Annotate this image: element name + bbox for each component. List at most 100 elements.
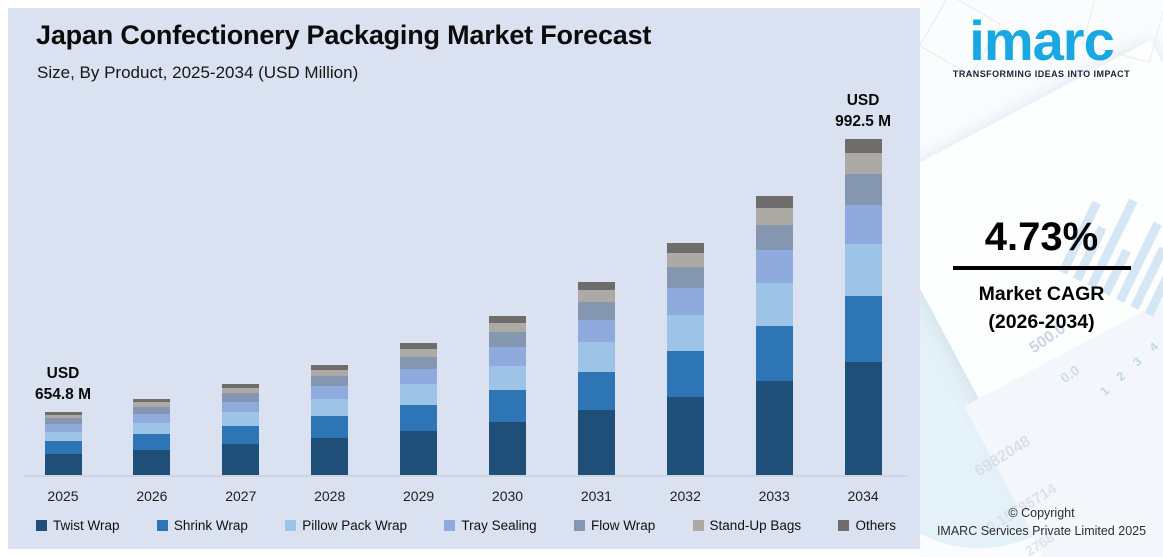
segment-pillow-pack-wrap xyxy=(133,422,171,435)
legend-item-flow-wrap: Flow Wrap xyxy=(573,518,656,533)
legend-label: Twist Wrap xyxy=(53,518,120,533)
page-subtitle: Size, By Product, 2025-2034 (USD Million… xyxy=(37,63,359,82)
x-tick-2029: 2029 xyxy=(403,488,435,504)
divider xyxy=(952,266,1131,270)
cagr-label-line1: Market CAGR xyxy=(978,283,1105,305)
stacked-bar-2028 xyxy=(311,365,349,475)
brand-panel: 500.0 0.0 1 2 3 4 6982048 0.15785714 276… xyxy=(920,0,1163,557)
segment-shrink-wrap xyxy=(44,441,82,454)
segment-stand-up-bags xyxy=(577,290,615,302)
stacked-bar-2030 xyxy=(489,316,526,475)
chart-legend: Twist Wrap Shrink Wrap Pillow Pack Wrap Tra… xyxy=(36,518,896,533)
segment-others xyxy=(666,243,704,253)
segment-tray-sealing xyxy=(44,424,82,432)
segment-shrink-wrap xyxy=(400,404,438,431)
stacked-bar-2034 xyxy=(844,139,882,475)
chart-panel: Japan Confectionery Packaging Market For… xyxy=(8,8,920,549)
segment-shrink-wrap xyxy=(666,351,704,398)
legend-item-twist-wrap: Twist Wrap xyxy=(36,518,120,533)
brand-tagline: TRANSFORMING IDEAS INTO IMPACT xyxy=(952,69,1131,80)
cagr-callout: 4.73% Market CAGR (2026-2034) xyxy=(920,215,1163,337)
segment-pillow-pack-wrap xyxy=(844,243,882,296)
segment-pillow-pack-wrap xyxy=(489,365,526,391)
segment-shrink-wrap xyxy=(844,295,882,363)
x-tick-2028: 2028 xyxy=(314,488,346,504)
x-tick-2030: 2030 xyxy=(491,488,524,504)
segment-tray-sealing xyxy=(222,401,260,413)
segment-pillow-pack-wrap xyxy=(577,342,615,373)
segment-flow-wrap xyxy=(844,173,882,205)
segment-twist-wrap xyxy=(489,421,526,475)
segment-others xyxy=(222,384,260,388)
segment-stand-up-bags xyxy=(311,369,349,377)
legend-swatch-icon xyxy=(36,520,47,531)
x-tick-2032: 2032 xyxy=(669,488,701,504)
legend-swatch-icon xyxy=(692,520,704,531)
segment-stand-up-bags xyxy=(222,387,260,394)
segment-stand-up-bags xyxy=(666,252,704,267)
segment-twist-wrap xyxy=(400,430,438,475)
x-tick-2026: 2026 xyxy=(136,488,168,504)
copyright-line1: © Copyright xyxy=(1008,505,1075,520)
segment-pillow-pack-wrap xyxy=(666,315,704,352)
segment-pillow-pack-wrap xyxy=(222,412,260,427)
stacked-bar-2031 xyxy=(577,282,615,475)
legend-swatch-icon xyxy=(444,520,456,531)
x-tick-2025: 2025 xyxy=(47,488,79,504)
legend-item-stand-up-bags: Stand-Up Bags xyxy=(692,518,802,533)
segment-tray-sealing xyxy=(844,204,882,244)
segment-shrink-wrap xyxy=(577,372,615,411)
segment-stand-up-bags xyxy=(489,322,526,333)
segment-pillow-pack-wrap xyxy=(44,431,82,442)
segment-shrink-wrap xyxy=(755,326,793,382)
segment-twist-wrap xyxy=(311,438,349,475)
stacked-bar-2029 xyxy=(400,343,438,475)
stacked-bar-chart: USD 654.8 M USD 992.5 M xyxy=(8,8,920,477)
legend-label: Pillow Pack Wrap xyxy=(302,518,407,533)
legend-label: Stand-Up Bags xyxy=(709,518,802,533)
segment-stand-up-bags xyxy=(844,153,882,174)
segment-others xyxy=(489,316,526,323)
segment-others xyxy=(755,196,793,208)
segment-shrink-wrap xyxy=(222,426,260,445)
stacked-bar-2025 xyxy=(44,412,82,475)
segment-stand-up-bags xyxy=(133,402,171,407)
segment-tray-sealing xyxy=(133,413,171,423)
segment-flow-wrap xyxy=(489,332,526,347)
segment-others xyxy=(133,399,171,403)
segment-pillow-pack-wrap xyxy=(400,384,438,405)
segment-stand-up-bags xyxy=(44,414,82,419)
segment-pillow-pack-wrap xyxy=(755,283,793,327)
cagr-label-line2: (2026-2034) xyxy=(988,311,1095,334)
segment-twist-wrap xyxy=(44,453,82,475)
page-title: Japan Confectionery Packaging Market For… xyxy=(36,20,652,50)
segment-shrink-wrap xyxy=(489,390,526,422)
segment-twist-wrap xyxy=(133,449,171,475)
segment-tray-sealing xyxy=(311,386,349,400)
segment-others xyxy=(44,412,82,415)
stacked-bar-2033 xyxy=(755,196,793,475)
segment-flow-wrap xyxy=(133,406,171,414)
segment-twist-wrap xyxy=(222,444,260,475)
segment-tray-sealing xyxy=(489,346,526,366)
segment-others xyxy=(400,343,438,349)
segment-twist-wrap xyxy=(577,410,615,475)
x-tick-2033: 2033 xyxy=(758,488,790,504)
data-label-2034: USD 992.5 M xyxy=(835,91,892,131)
segment-flow-wrap xyxy=(311,376,349,387)
legend-label: Others xyxy=(855,518,896,533)
legend-label: Shrink Wrap xyxy=(173,518,248,533)
segment-tray-sealing xyxy=(666,288,704,316)
segment-stand-up-bags xyxy=(400,348,438,357)
copyright-line2: IMARC Services Private Limited 2025 xyxy=(936,524,1147,539)
segment-shrink-wrap xyxy=(133,434,171,450)
copyright-notice: © Copyright IMARC Services Private Limit… xyxy=(920,504,1163,542)
x-axis-line xyxy=(24,475,908,477)
legend-label: Flow Wrap xyxy=(590,518,656,533)
segment-twist-wrap xyxy=(844,362,882,475)
legend-label: Tray Sealing xyxy=(461,518,537,533)
segment-others xyxy=(844,139,882,154)
segment-others xyxy=(577,282,615,291)
legend-swatch-icon xyxy=(838,520,850,531)
x-tick-2034: 2034 xyxy=(847,488,879,504)
